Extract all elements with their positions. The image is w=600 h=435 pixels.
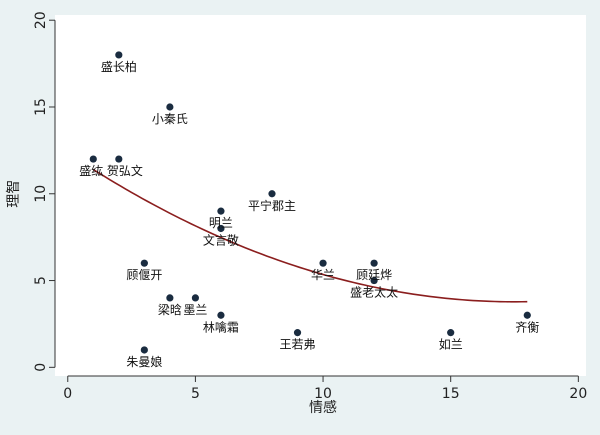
x-tick-label: 5 <box>191 386 200 402</box>
point-label: 顾廷烨 <box>356 268 392 282</box>
y-tick-label: 10 <box>33 185 49 203</box>
axes: 0 5 10 15 20 0 5 10 15 20 <box>33 11 587 402</box>
point-label: 王若弗 <box>280 338 316 352</box>
point-label: 贺弘文 <box>107 163 143 178</box>
point-label: 明兰 <box>209 216 233 230</box>
x-tick-label: 10 <box>314 386 332 402</box>
data-point <box>293 329 302 337</box>
point-label: 如兰 <box>439 337 463 352</box>
point-label: 盛纮 <box>79 163 103 178</box>
point-label: 墨兰 <box>183 303 207 317</box>
point-label: 平宁郡主 <box>248 198 296 213</box>
point-label: 朱曼娘 <box>126 354 162 369</box>
data-point <box>447 329 455 337</box>
y-tick-label: 20 <box>33 11 49 29</box>
point-label: 华兰 <box>311 268 335 282</box>
data-point <box>370 259 378 267</box>
x-tick-label: 20 <box>569 386 587 402</box>
y-tick-label: 5 <box>33 276 49 285</box>
data-point <box>523 311 531 319</box>
data-point <box>166 103 174 111</box>
x-tick-label: 15 <box>442 386 460 402</box>
data-point <box>89 155 97 163</box>
data-point <box>191 294 200 302</box>
point-label: 林噙霜 <box>203 319 239 334</box>
data-point <box>140 259 148 267</box>
point-label: 梁晗 <box>158 302 182 317</box>
point-label: 盛长柏 <box>101 59 137 74</box>
data-point <box>217 224 225 233</box>
data-point <box>268 190 276 198</box>
points-layer <box>89 51 531 354</box>
point-label: 小秦氏 <box>152 112 188 126</box>
y-tick-label: 0 <box>33 363 49 372</box>
data-point <box>217 207 225 215</box>
data-point <box>319 259 327 267</box>
data-point <box>370 276 378 285</box>
data-point <box>115 155 123 163</box>
y-axis-title: 理智 <box>6 180 22 208</box>
point-label: 盛老太太 <box>350 285 398 300</box>
data-point <box>115 51 123 59</box>
point-label: 文言敬 <box>203 232 239 247</box>
fit-curve <box>92 168 528 303</box>
x-axis-title: 情感 <box>309 399 337 416</box>
data-point <box>217 311 225 319</box>
plot-area <box>55 15 586 376</box>
point-label: 顾偃开 <box>126 267 162 282</box>
fit-layer <box>92 168 528 303</box>
data-point <box>140 346 148 354</box>
point-label: 齐衡 <box>515 319 539 334</box>
x-tick-label: 0 <box>63 386 72 402</box>
data-point <box>166 294 174 302</box>
y-tick-label: 15 <box>33 98 49 116</box>
